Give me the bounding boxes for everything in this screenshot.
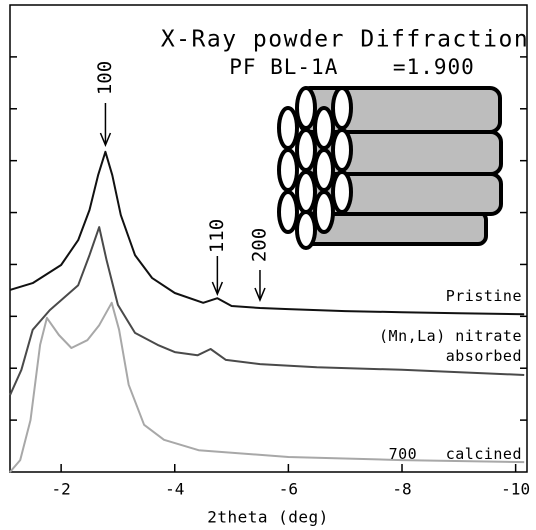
tube-end: [313, 148, 335, 192]
tube-end: [295, 210, 317, 250]
annotation-arrowhead: [211, 281, 224, 296]
tube-end: [331, 86, 353, 130]
tube-end: [331, 170, 353, 214]
data-line: [9, 150, 525, 316]
annotation-label: 200: [248, 228, 270, 262]
tube-end: [313, 106, 335, 150]
tube-end: [277, 190, 299, 234]
tube-end: [295, 170, 317, 214]
chart-subtitle: PF BL-1A =1.900: [229, 55, 475, 79]
annotation-arrowhead: [254, 287, 266, 302]
annotation-label: 110: [206, 219, 228, 253]
data-line: [9, 226, 525, 396]
x-tick-label: -2: [51, 480, 70, 499]
tube-end: [277, 106, 299, 150]
x-tick-label: -8: [392, 480, 411, 499]
series-label: Pristine: [445, 287, 522, 305]
x-tick-label: -10: [501, 480, 530, 499]
plot-frame: [9, 4, 528, 473]
series-label: 700 calcined: [388, 445, 522, 463]
x-tick-label: -6: [279, 480, 298, 499]
series-label: (Mn,La) nitrate absorbed: [379, 327, 522, 365]
chart-title: X-Ray powder Diffraction: [161, 27, 529, 53]
tube-end: [331, 128, 353, 172]
tube-end: [295, 86, 317, 130]
data-line: [9, 301, 525, 473]
x-axis-label: 2theta (deg): [207, 508, 329, 527]
x-tick-label: -4: [165, 480, 184, 499]
annotation-label: 100: [94, 61, 116, 95]
tube-end: [313, 190, 335, 234]
tube-end: [295, 128, 317, 172]
tube-end: [277, 148, 299, 192]
annotation-arrowhead: [99, 132, 112, 147]
nanotube-illustration: [277, 86, 503, 250]
